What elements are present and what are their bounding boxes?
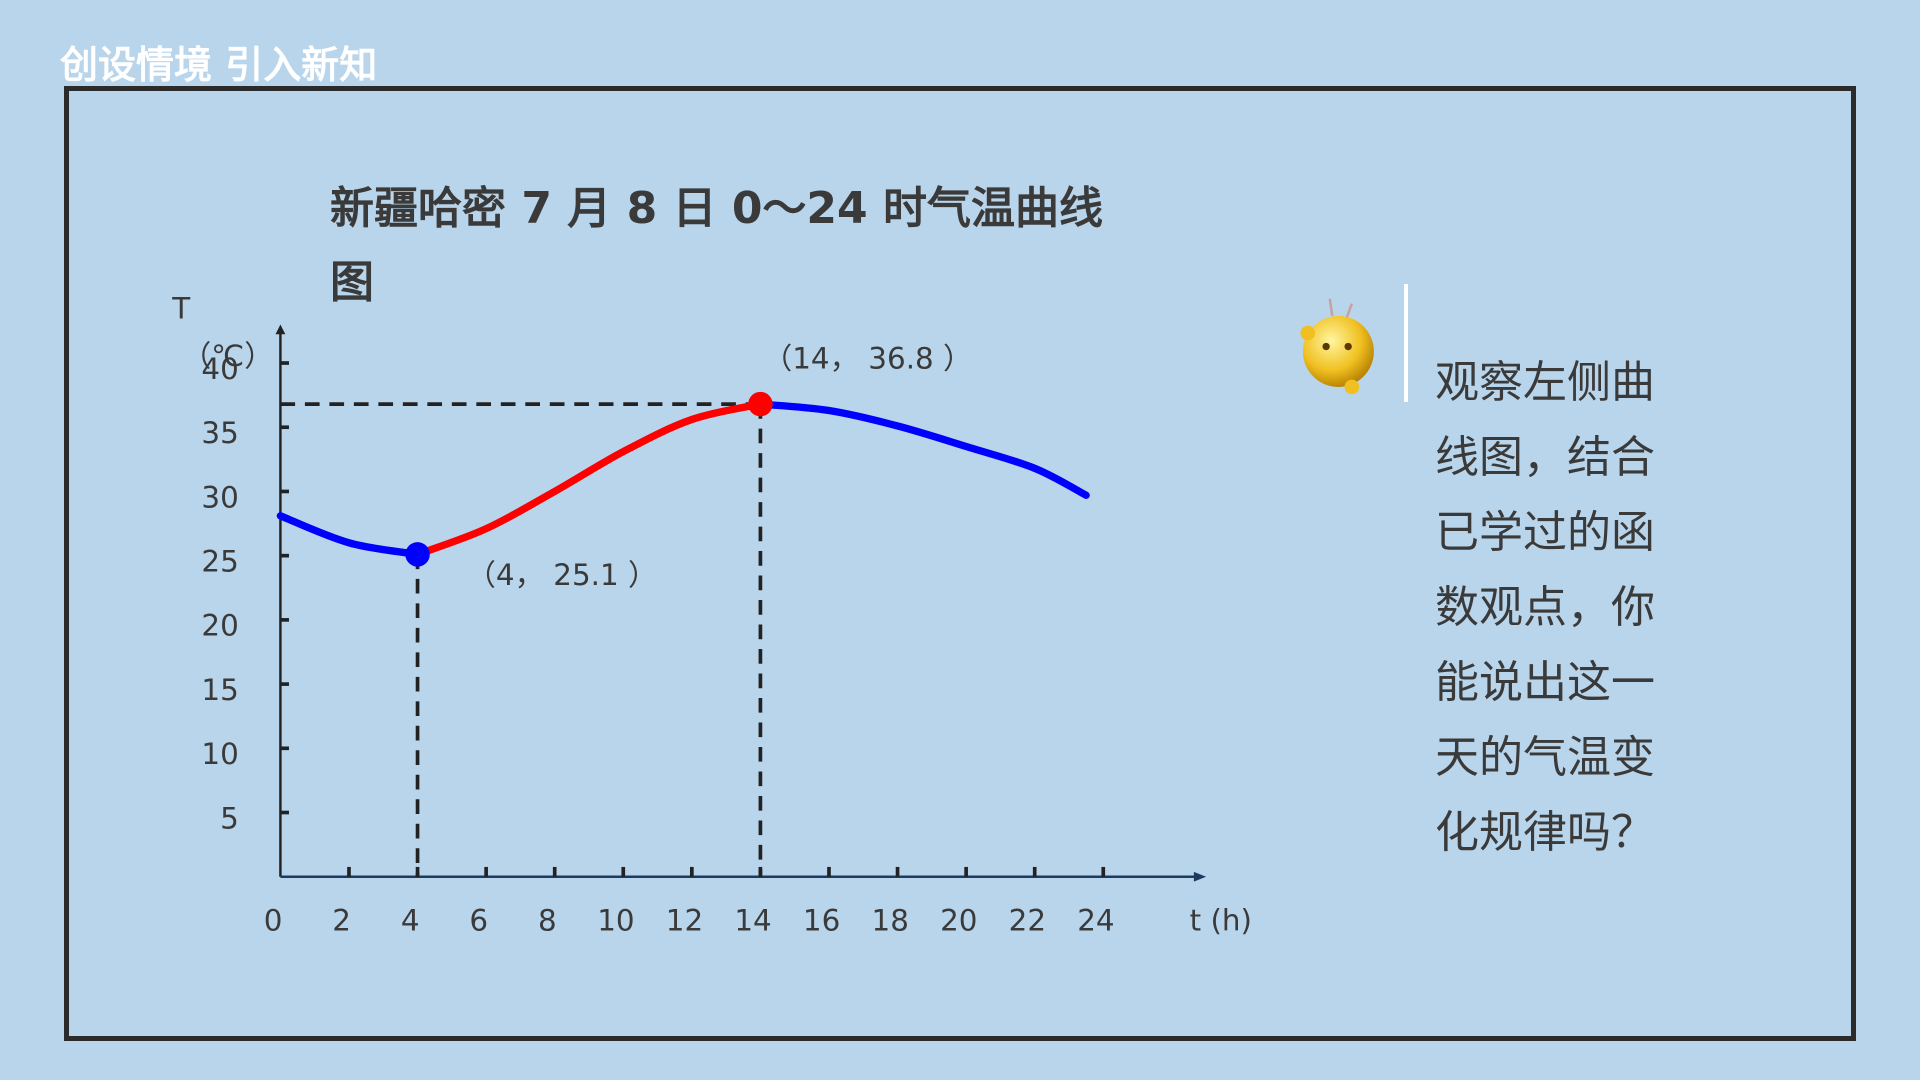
extreme-point	[748, 391, 773, 417]
x-tick-label: 20	[940, 904, 977, 938]
x-tick-label: 14	[734, 904, 771, 938]
divider	[1404, 284, 1408, 402]
header-title: 创设情境 引入新知	[60, 43, 378, 87]
x-axis-label: t (h)	[1190, 904, 1252, 938]
x-tick-label: 8	[538, 904, 557, 938]
mascot	[1300, 298, 1374, 395]
x-tick-label: 18	[872, 904, 909, 938]
x-tick-label: 12	[666, 904, 703, 938]
x-tick-label: 0	[264, 904, 283, 938]
y-axis-unit: （℃）	[182, 339, 274, 373]
y-tick-label: 5	[220, 801, 239, 835]
side-text: 观察左侧曲线图，结合已学过的函数观点，你能说出这一天的气温变化规律吗？	[1435, 357, 1655, 858]
x-tick-label: 6	[469, 904, 488, 938]
x-tick-label: 24	[1077, 904, 1114, 938]
temperature-curve	[276, 512, 422, 559]
point-label: （4， 25.1 ）	[467, 558, 658, 592]
y-tick-label: 25	[201, 545, 238, 579]
x-tick-label: 10	[597, 904, 634, 938]
point-label: （14， 36.8 ）	[763, 342, 973, 376]
y-tick-label: 40	[201, 352, 238, 386]
x-tick-label: 4	[401, 904, 420, 938]
temperature-curve	[756, 400, 1090, 499]
x-tick-label: 16	[803, 904, 840, 938]
x-tick-label: 22	[1009, 904, 1046, 938]
y-tick-label: 35	[201, 416, 238, 450]
y-axis-arrow	[275, 324, 286, 335]
chart-title: 新疆哈密 7 月 8 日 0～24 时气温曲线图	[330, 183, 1103, 308]
y-tick-label: 10	[201, 737, 238, 771]
temperature-curve	[413, 400, 765, 559]
y-axis-label: T	[171, 291, 191, 325]
y-tick-label: 30	[201, 480, 238, 514]
extreme-point	[405, 542, 430, 567]
x-tick-label: 2	[332, 904, 351, 938]
y-tick-label: 20	[201, 609, 238, 643]
frame	[64, 86, 1856, 1041]
y-tick-label: 15	[201, 673, 238, 707]
x-axis-arrow	[1193, 871, 1207, 882]
